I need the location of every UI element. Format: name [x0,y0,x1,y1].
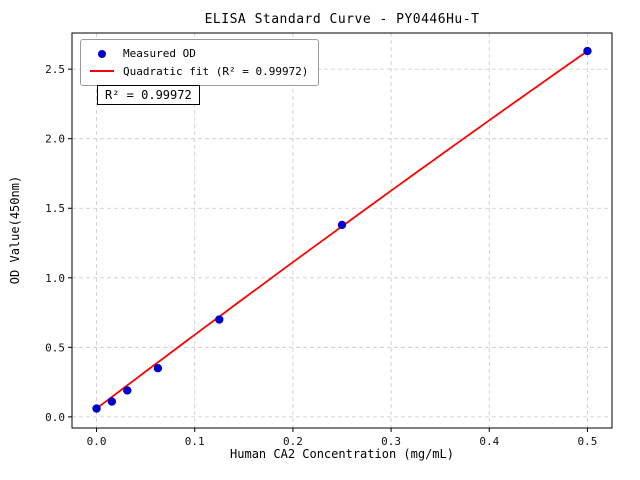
x-tick-label: 0.0 [87,435,107,448]
y-tick-label: 2.5 [45,63,65,76]
measured-od-point [123,386,132,395]
measured-od-point [337,220,347,230]
chart-title: ELISA Standard Curve - PY0446Hu-T [204,12,480,27]
legend: Measured OD Quadratic fit (R² = 0.99972) [80,39,320,87]
measured-od-point [107,397,117,406]
measured-od-point [215,315,224,324]
measured-od-point [153,363,163,373]
measured-od-point [92,404,101,413]
y-tick-label: 0.5 [45,341,65,354]
legend-item: Measured OD [89,45,308,63]
x-axis-label: Human CA2 Concentration (mg/mL) [230,447,454,461]
r-squared-annotation: R² = 0.99972 [97,85,200,105]
legend-item: Quadratic fit (R² = 0.99972) [89,63,308,81]
y-tick-label: 2.0 [45,133,65,146]
legend-item-label: Quadratic fit (R² = 0.99972) [123,64,309,78]
x-tick-label: 0.4 [479,435,499,448]
x-tick-label: 0.1 [185,435,205,448]
y-axis-label: OD Value(450nm) [8,175,22,285]
legend-dot-marker-icon [89,49,115,58]
y-tick-label: 0.0 [45,411,65,424]
x-tick-label: 0.2 [283,435,303,448]
legend-item-label: Measured OD [123,47,196,60]
x-tick-label: 0.3 [381,435,401,448]
y-tick-label: 1.0 [45,272,65,285]
legend-line-marker-icon [89,70,115,73]
measured-od-point [583,46,592,56]
y-tick-label: 1.5 [45,202,65,215]
x-tick-label: 0.5 [578,435,598,448]
axes-frame [71,32,613,429]
